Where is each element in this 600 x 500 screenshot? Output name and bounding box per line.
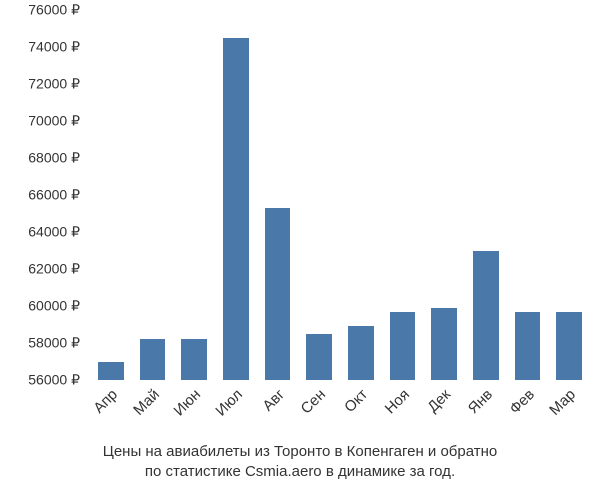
y-tick-label: 72000 ₽	[28, 76, 80, 93]
bar	[473, 251, 499, 381]
y-tick-label: 68000 ₽	[28, 150, 80, 167]
x-tick-label: Мар	[546, 386, 579, 419]
bar	[140, 339, 166, 380]
caption-line-2: по статистике Csmia.aero в динамике за г…	[145, 463, 455, 480]
x-tick-label: Сен	[298, 386, 329, 417]
bar	[431, 308, 457, 380]
bar	[556, 312, 582, 380]
caption-line-1: Цены на авиабилеты из Торонто в Копенгаг…	[103, 443, 498, 460]
y-tick-label: 60000 ₽	[28, 298, 80, 315]
chart-caption: Цены на авиабилеты из Торонто в Копенгаг…	[0, 442, 600, 483]
x-tick-label: Ноя	[381, 386, 412, 417]
x-tick-label: Авг	[259, 386, 288, 415]
bar	[515, 312, 541, 380]
x-tick-label: Июл	[212, 386, 246, 420]
y-tick-label: 74000 ₽	[28, 39, 80, 56]
y-axis: 56000 ₽58000 ₽60000 ₽62000 ₽64000 ₽66000…	[0, 10, 86, 380]
x-tick-label: Фев	[506, 386, 538, 418]
bar	[223, 38, 249, 380]
plot-area	[90, 10, 590, 380]
y-tick-label: 70000 ₽	[28, 113, 80, 130]
bar	[181, 339, 207, 380]
x-tick-label: Май	[130, 386, 163, 419]
bar	[348, 326, 374, 380]
y-tick-label: 76000 ₽	[28, 2, 80, 19]
y-tick-label: 58000 ₽	[28, 335, 80, 352]
bar	[98, 362, 124, 381]
x-tick-label: Апр	[90, 386, 121, 417]
x-axis: Апр МайИюнИюл Авг Сен Окт Ноя Дек Янв ФевМар	[90, 382, 590, 442]
x-tick-label: Июн	[171, 386, 204, 419]
bar	[390, 312, 416, 380]
bar	[306, 334, 332, 380]
price-chart: 56000 ₽ 58000 ₽ 60000 ₽ 62000 ₽ 64000 ₽ 66000…	[0, 0, 600, 500]
y-tick-label: 64000 ₽	[28, 224, 80, 241]
x-tick-label: Янв	[465, 386, 496, 417]
bar	[265, 208, 291, 380]
x-tick-label: Дек	[424, 386, 454, 416]
y-tick-label: 56000 ₽	[28, 372, 80, 389]
x-tick-label: Окт	[341, 386, 371, 416]
y-tick-label: 66000 ₽	[28, 187, 80, 204]
y-tick-label: 62000 ₽	[28, 261, 80, 278]
